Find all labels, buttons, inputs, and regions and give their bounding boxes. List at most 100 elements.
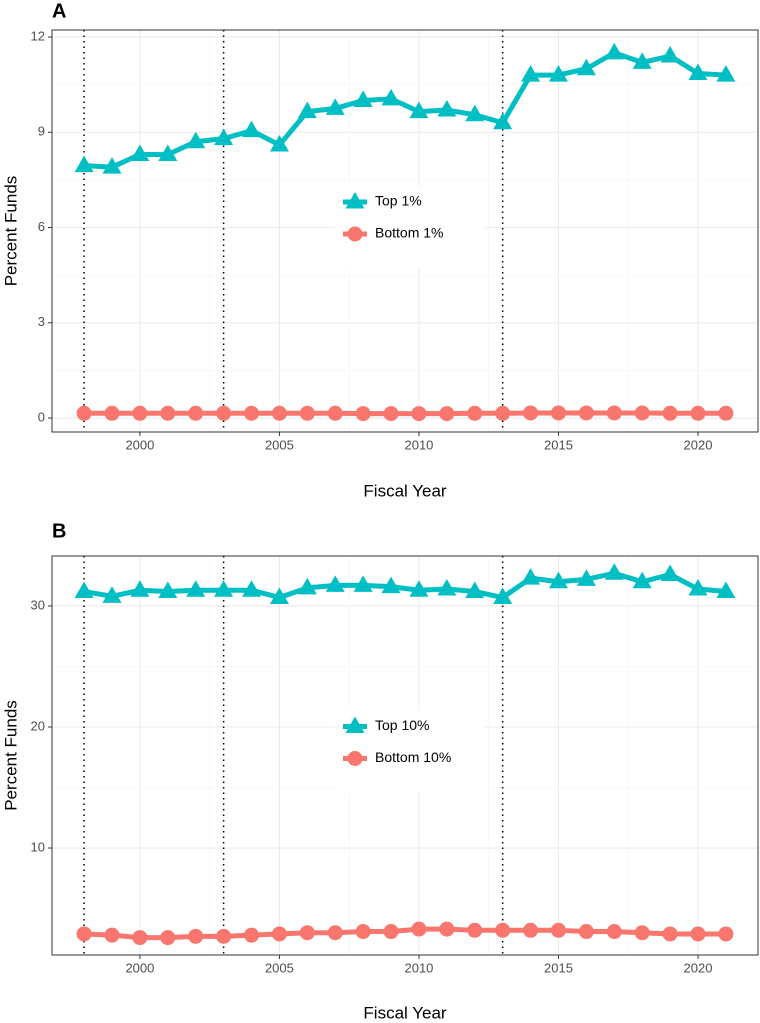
marker xyxy=(521,65,541,82)
marker xyxy=(439,921,455,937)
marker xyxy=(578,405,594,421)
marker xyxy=(353,90,373,107)
marker xyxy=(214,128,234,146)
marker xyxy=(606,405,622,421)
marker xyxy=(158,581,178,598)
marker xyxy=(411,406,427,422)
legend: Top 1% Bottom 1% xyxy=(335,186,485,268)
marker xyxy=(437,579,457,596)
x-tick-label: 2000 xyxy=(125,437,154,452)
marker xyxy=(495,922,511,938)
marker xyxy=(74,155,94,173)
marker xyxy=(688,63,708,81)
marker xyxy=(242,120,262,138)
marker xyxy=(660,564,680,582)
marker xyxy=(269,587,289,605)
marker xyxy=(130,580,150,597)
marker xyxy=(467,405,483,421)
marker xyxy=(297,101,317,119)
marker xyxy=(604,42,624,60)
marker xyxy=(550,922,566,938)
y-tick-label: 9 xyxy=(38,124,45,139)
legend-key-marker xyxy=(345,716,365,733)
marker xyxy=(355,406,371,422)
marker xyxy=(716,65,736,82)
marker xyxy=(550,405,566,421)
marker xyxy=(216,928,232,944)
marker xyxy=(188,928,204,944)
marker xyxy=(465,581,485,598)
legend-key-marker xyxy=(347,226,363,242)
x-tick-label: 2010 xyxy=(404,960,433,975)
marker xyxy=(493,587,513,605)
marker xyxy=(688,579,708,596)
marker xyxy=(353,575,373,592)
marker xyxy=(495,405,511,421)
marker xyxy=(467,922,483,938)
legend: Top 10% Bottom 10% xyxy=(335,710,485,793)
x-tick-label: 2015 xyxy=(544,960,573,975)
marker xyxy=(523,405,539,421)
legend-key-marker xyxy=(345,192,365,209)
marker xyxy=(383,924,399,940)
marker xyxy=(271,926,287,942)
marker xyxy=(132,405,148,421)
y-tick-label: 20 xyxy=(31,718,45,733)
marker xyxy=(297,577,317,595)
marker xyxy=(355,924,371,940)
marker xyxy=(244,405,260,421)
y-tick-label: 10 xyxy=(31,839,45,854)
marker xyxy=(634,405,650,421)
marker xyxy=(381,576,401,594)
marker xyxy=(188,405,204,421)
marker xyxy=(718,405,734,421)
marker xyxy=(523,922,539,938)
marker xyxy=(160,405,176,421)
marker xyxy=(576,569,596,586)
legend-label: Top 10% xyxy=(375,717,429,733)
marker xyxy=(104,927,120,943)
x-tick-label: 2020 xyxy=(684,960,713,975)
marker xyxy=(74,581,94,598)
marker xyxy=(76,926,92,942)
series-line xyxy=(84,410,726,417)
legend-label: Bottom 10% xyxy=(375,749,451,765)
plot-border xyxy=(51,555,759,956)
marker xyxy=(576,58,596,76)
marker xyxy=(521,568,541,585)
marker xyxy=(662,405,678,421)
marker xyxy=(327,925,343,941)
marker xyxy=(186,131,206,149)
marker xyxy=(102,157,122,174)
y-tick-label: 6 xyxy=(38,219,45,234)
y-tick-label: 0 xyxy=(38,409,45,424)
legend-key-marker xyxy=(347,751,363,766)
marker xyxy=(214,580,234,597)
marker xyxy=(465,104,485,122)
marker xyxy=(409,101,429,119)
y-axis-title: Percent Funds xyxy=(1,700,20,811)
legend-label: Top 1% xyxy=(375,193,422,209)
y-tick-label: 3 xyxy=(38,314,45,329)
marker xyxy=(632,571,652,589)
marker xyxy=(718,926,734,942)
marker xyxy=(271,405,287,421)
marker xyxy=(244,927,260,943)
marker xyxy=(269,134,289,152)
y-tick-label: 30 xyxy=(31,597,45,612)
marker xyxy=(493,112,513,130)
y-tick-label: 12 xyxy=(31,28,45,43)
x-tick-label: 2000 xyxy=(125,960,154,975)
panel-label: B xyxy=(52,520,66,542)
marker xyxy=(690,926,706,942)
x-tick-label: 2015 xyxy=(544,437,573,452)
marker xyxy=(242,580,262,597)
marker xyxy=(660,46,680,63)
marker xyxy=(437,100,457,117)
marker xyxy=(383,406,399,422)
x-tick-label: 2020 xyxy=(684,437,713,452)
marker xyxy=(632,52,652,69)
marker xyxy=(606,924,622,940)
marker xyxy=(325,575,345,592)
